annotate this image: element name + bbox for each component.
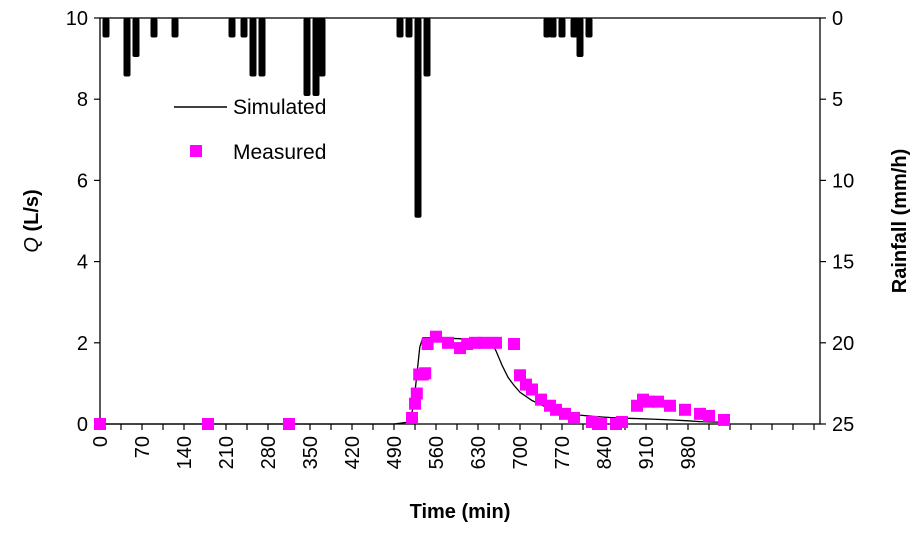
rainfall-bar xyxy=(318,18,326,77)
x-tick-label: 350 xyxy=(300,436,322,469)
measured-point xyxy=(442,336,454,349)
measured-point xyxy=(430,330,442,343)
rainfall-bar xyxy=(258,18,266,77)
x-tick-label: 490 xyxy=(384,436,406,469)
rainfall-bar xyxy=(312,18,320,96)
measured-point xyxy=(419,367,432,380)
measured-point xyxy=(409,397,421,410)
rainfall-bar xyxy=(228,18,236,38)
measured-point xyxy=(490,336,502,349)
x-tick-label: 980 xyxy=(678,436,700,469)
left-tick-label: 4 xyxy=(77,252,88,274)
left-tick-label: 8 xyxy=(77,89,88,111)
left-tick-label: 0 xyxy=(77,414,88,436)
left-axis-title: Q (L/s) xyxy=(21,189,43,252)
legend-measured-swatch xyxy=(190,145,202,157)
measured-point xyxy=(679,403,691,416)
legend-measured-label: Measured xyxy=(233,141,326,164)
measured-point xyxy=(406,411,418,424)
right-tick-label: 10 xyxy=(832,170,854,192)
x-axis-title: Time (min) xyxy=(410,501,511,523)
x-tick-label: 770 xyxy=(552,436,574,469)
x-tick-label: 630 xyxy=(468,436,490,469)
x-tick-label: 700 xyxy=(510,436,532,469)
measured-point xyxy=(568,411,580,424)
measured-point xyxy=(202,418,214,430)
left-axis-title-symbol: Q xyxy=(21,237,43,253)
x-tick-label: 210 xyxy=(216,436,238,469)
x-tick-label: 420 xyxy=(342,436,364,469)
right-tick-label: 0 xyxy=(832,8,843,30)
rainfall-bar xyxy=(150,18,158,38)
left-axis-ticks: 0 2 4 6 8 10 xyxy=(66,8,100,436)
measured-point xyxy=(94,418,106,430)
left-tick-label: 6 xyxy=(77,170,88,192)
measured-series-points xyxy=(94,330,730,430)
rainfall-bar xyxy=(249,18,257,77)
rainfall-bar xyxy=(423,18,431,77)
right-tick-label: 25 xyxy=(832,414,854,436)
measured-point xyxy=(595,418,607,430)
right-tick-label: 5 xyxy=(832,89,843,111)
measured-point xyxy=(514,369,526,382)
plot-area xyxy=(99,17,821,425)
rainfall-bar xyxy=(576,18,584,57)
rainfall-bar xyxy=(123,18,131,77)
rainfall-bar xyxy=(543,18,551,38)
x-tick-label: 140 xyxy=(174,436,196,469)
left-tick-label: 10 xyxy=(66,8,88,30)
measured-point xyxy=(703,409,715,422)
left-axis-title-unit: (L/s) xyxy=(21,189,43,237)
rainfall-bar xyxy=(405,18,413,38)
rainfall-bar xyxy=(240,18,248,38)
measured-point xyxy=(410,387,423,400)
measured-point xyxy=(478,336,490,349)
left-tick-label: 2 xyxy=(77,333,88,355)
rainfall-bar xyxy=(549,18,557,38)
rainfall-bar xyxy=(303,18,311,96)
rainfall-bar xyxy=(171,18,179,38)
measured-point xyxy=(652,395,664,408)
rainfall-bar xyxy=(396,18,404,38)
x-tick-label: 560 xyxy=(426,436,448,469)
rainfall-bar xyxy=(102,18,110,38)
rainfall-bar xyxy=(414,18,422,218)
right-tick-label: 20 xyxy=(832,333,854,355)
x-tick-label: 910 xyxy=(636,436,658,469)
rainfall-bar xyxy=(558,18,566,38)
measured-point xyxy=(664,399,676,412)
x-axis-ticks: 0 70 140 210 280 350 420 490 560 630 700 770 840 910 9… xyxy=(90,424,815,469)
measured-point xyxy=(508,338,520,351)
measured-point xyxy=(718,413,730,426)
x-tick-label: 0 xyxy=(90,436,112,447)
rainfall-bars xyxy=(102,18,593,218)
measured-point xyxy=(616,415,628,428)
x-tick-label: 70 xyxy=(132,436,154,458)
measured-point xyxy=(526,383,538,396)
measured-point xyxy=(283,418,295,430)
right-tick-label: 15 xyxy=(832,252,854,274)
right-axis-ticks: 0 5 10 15 20 25 xyxy=(820,8,854,436)
legend: Simulated Measured xyxy=(174,96,326,164)
x-tick-label: 840 xyxy=(594,436,616,469)
rainfall-bar xyxy=(570,18,578,38)
rainfall-bar xyxy=(585,18,593,38)
legend-simulated-label: Simulated xyxy=(233,96,326,119)
x-tick-label: 280 xyxy=(258,436,280,469)
right-axis-title: Rainfall (mm/h) xyxy=(889,149,911,293)
simulated-series-line xyxy=(100,337,731,425)
rainfall-bar xyxy=(132,18,140,57)
